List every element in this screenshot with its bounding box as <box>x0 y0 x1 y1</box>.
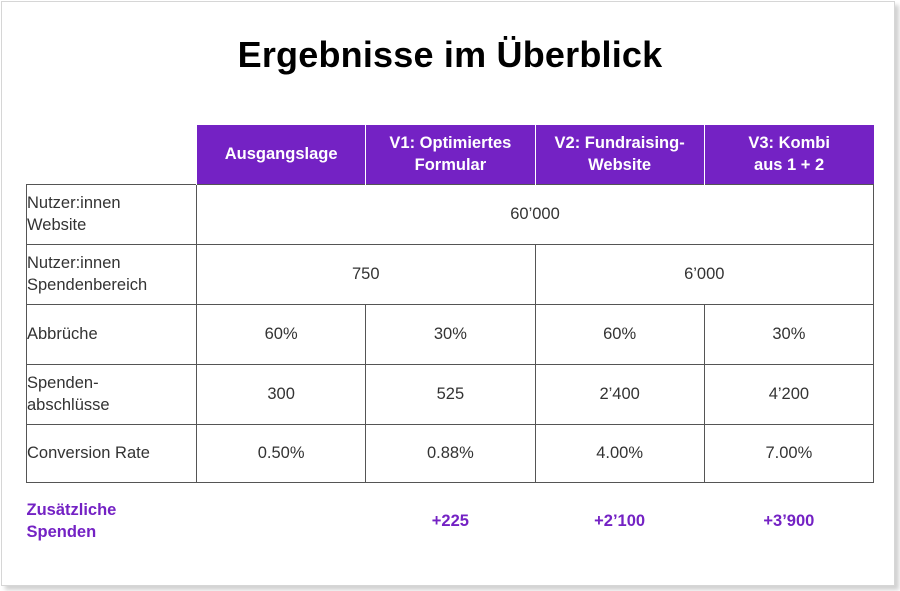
table-cell <box>197 482 366 560</box>
table-cell: 4.00% <box>534 423 705 483</box>
table-row-abbrueche: Abbrüche 60% 30% 60% 30% <box>26 303 875 365</box>
table-cell: 0.50% <box>195 423 367 483</box>
table-cell: 6’000 <box>534 243 874 305</box>
header-corner <box>27 125 197 184</box>
table-cell: 300 <box>195 363 367 425</box>
table-row-nutzer-website: Nutzer:innen Website 60’000 <box>26 183 874 245</box>
row-label: Zusätzliche Spenden <box>26 501 117 542</box>
table-row-nutzer-spendenbereich: Nutzer:innen Spendenbereich 750 6’000 <box>26 243 874 305</box>
page-title: Ergebnisse im Überblick <box>237 34 663 75</box>
table-cell: 60% <box>195 303 367 365</box>
row-label: Nutzer:innen Website <box>26 183 197 245</box>
table-cell: 30% <box>703 303 875 365</box>
table-cell: 30% <box>365 303 536 365</box>
row-label: Abbrüche <box>26 303 197 365</box>
header-v1: V1: Optimiertes Formular <box>365 125 535 184</box>
row-label: Conversion Rate <box>26 423 197 483</box>
table-cell: +2’100 <box>594 511 646 530</box>
header-ausgangslage: Ausgangslage <box>195 125 366 184</box>
table-cell: 2’400 <box>534 363 705 425</box>
table-cell: 750 <box>196 243 536 305</box>
table-cell: 0.88% <box>365 423 536 483</box>
header-row: Ausgangslage V1: Optimiertes Formular V2… <box>27 125 874 184</box>
table-cell: 60’000 <box>196 183 874 245</box>
table-row-zusaetzliche-spenden: Zusätzliche Spenden +225 +2’100 +3’900 <box>27 482 874 560</box>
table-cell: +3’900 <box>763 511 815 530</box>
table-cell: 4’200 <box>703 363 875 425</box>
table-cell: +225 <box>431 511 469 530</box>
row-label: Nutzer:innen Spendenbereich <box>26 243 197 305</box>
header-v2: V2: Fundraising- Website <box>534 125 705 184</box>
table-cell: 7.00% <box>703 423 875 483</box>
header-v3: V3: Kombi aus 1 + 2 <box>703 125 874 184</box>
table-cell: 60% <box>534 303 705 365</box>
table-cell: 525 <box>365 363 536 425</box>
table-row-spendenabschluesse: Spenden- abschlüsse 300 525 2’400 4’200 <box>26 363 875 425</box>
row-label: Spenden- abschlüsse <box>26 363 197 425</box>
results-table: Ausgangslage V1: Optimiertes Formular V2… <box>26 125 875 560</box>
table-row-conversion-rate: Conversion Rate 0.50% 0.88% 4.00% 7.00% <box>26 423 875 483</box>
